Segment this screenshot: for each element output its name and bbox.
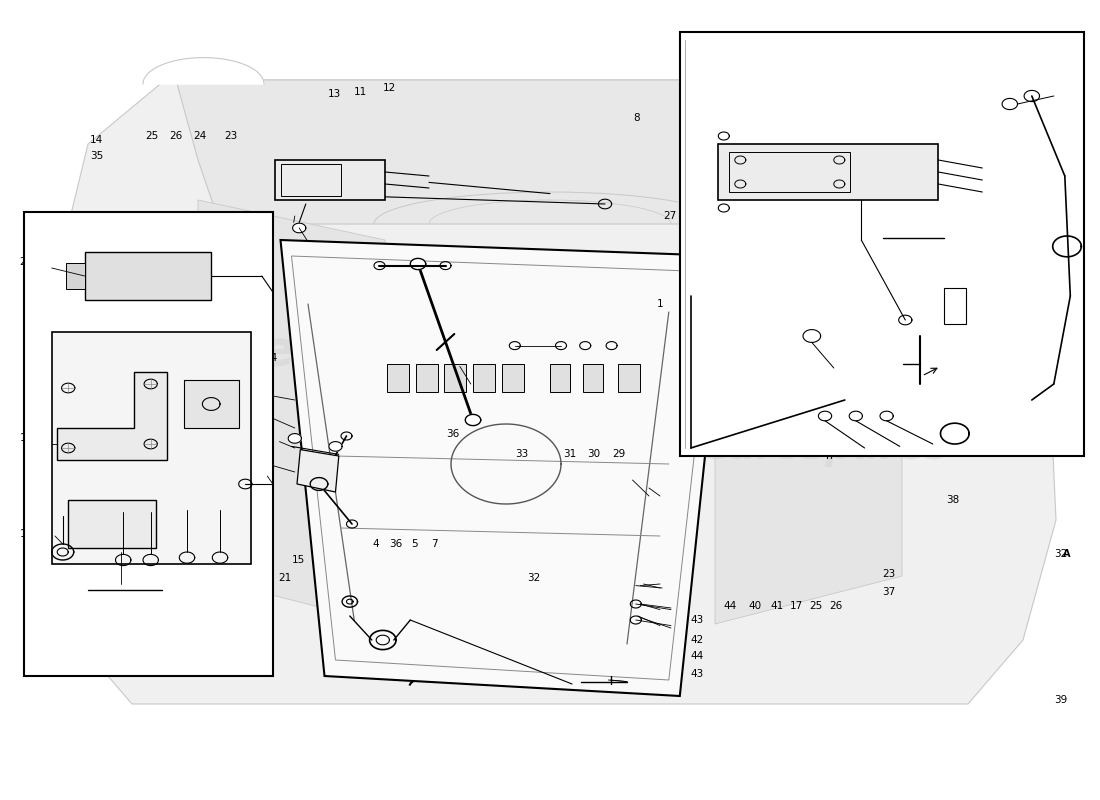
- Polygon shape: [275, 160, 385, 200]
- Text: 14: 14: [90, 135, 103, 145]
- Polygon shape: [297, 450, 339, 492]
- Text: 6: 6: [264, 399, 271, 409]
- Text: 9: 9: [679, 187, 685, 197]
- Text: 13: 13: [328, 90, 341, 99]
- Text: 26: 26: [829, 602, 843, 611]
- Text: 17: 17: [790, 602, 803, 611]
- Polygon shape: [718, 144, 938, 200]
- Text: 10: 10: [679, 167, 692, 177]
- Polygon shape: [184, 380, 239, 428]
- Text: 11: 11: [354, 87, 367, 97]
- Polygon shape: [198, 200, 385, 624]
- Polygon shape: [288, 434, 301, 443]
- Text: eurospares: eurospares: [702, 429, 948, 467]
- Text: 20: 20: [260, 379, 273, 389]
- Text: 22: 22: [20, 258, 33, 267]
- Text: 31: 31: [915, 354, 928, 363]
- Text: 18: 18: [260, 311, 273, 321]
- Polygon shape: [836, 58, 957, 84]
- Text: 12: 12: [383, 83, 396, 93]
- Text: 16: 16: [20, 530, 33, 539]
- Polygon shape: [85, 252, 211, 300]
- Text: 43: 43: [691, 670, 704, 679]
- Polygon shape: [387, 364, 409, 392]
- Polygon shape: [24, 212, 273, 676]
- Text: 5: 5: [411, 539, 418, 549]
- Text: 7: 7: [431, 539, 438, 549]
- Polygon shape: [57, 372, 167, 460]
- Text: 23: 23: [224, 131, 238, 141]
- Text: 17: 17: [20, 434, 33, 443]
- Polygon shape: [310, 478, 328, 490]
- Text: 39: 39: [1054, 695, 1067, 705]
- Text: 46: 46: [911, 411, 924, 421]
- Text: 30: 30: [939, 354, 953, 363]
- Text: 1: 1: [657, 299, 663, 309]
- Text: 47: 47: [823, 451, 836, 461]
- Polygon shape: [473, 364, 495, 392]
- Text: 44: 44: [724, 602, 737, 611]
- Text: 36: 36: [389, 539, 403, 549]
- Text: 37: 37: [882, 587, 895, 597]
- Text: 33: 33: [515, 450, 528, 459]
- Text: 24: 24: [194, 131, 207, 141]
- Polygon shape: [583, 364, 603, 392]
- Text: 27: 27: [663, 211, 676, 221]
- Text: 15: 15: [292, 555, 305, 565]
- Text: 44: 44: [691, 651, 704, 661]
- Polygon shape: [502, 364, 524, 392]
- Polygon shape: [68, 500, 156, 548]
- Text: 2: 2: [264, 330, 271, 339]
- Text: 41: 41: [770, 602, 783, 611]
- Text: 36: 36: [447, 429, 460, 438]
- Text: 19: 19: [260, 402, 273, 411]
- Polygon shape: [176, 80, 924, 224]
- Text: 28: 28: [180, 442, 194, 451]
- Polygon shape: [329, 442, 342, 451]
- Text: 26: 26: [169, 131, 183, 141]
- Text: 35: 35: [90, 151, 103, 161]
- Text: A: A: [1064, 549, 1070, 558]
- Text: 29: 29: [613, 450, 626, 459]
- Text: A: A: [952, 362, 958, 371]
- Text: 25: 25: [810, 602, 823, 611]
- Text: 23: 23: [882, 570, 895, 579]
- Text: 29: 29: [965, 354, 978, 363]
- Text: 30: 30: [587, 450, 601, 459]
- Text: 21: 21: [278, 573, 292, 582]
- Polygon shape: [293, 223, 306, 233]
- Text: 38: 38: [946, 495, 959, 505]
- Polygon shape: [465, 414, 481, 426]
- Text: 45: 45: [911, 394, 924, 403]
- Text: eurospares: eurospares: [260, 328, 576, 376]
- Polygon shape: [280, 240, 726, 696]
- Text: 25: 25: [145, 131, 158, 141]
- Text: 3: 3: [264, 377, 271, 386]
- Polygon shape: [143, 58, 264, 84]
- Text: 4: 4: [373, 539, 380, 549]
- Polygon shape: [550, 364, 570, 392]
- Text: 40: 40: [748, 602, 761, 611]
- Polygon shape: [416, 364, 438, 392]
- Polygon shape: [66, 263, 85, 289]
- Text: 34: 34: [264, 354, 277, 363]
- Polygon shape: [410, 258, 426, 270]
- Text: 8: 8: [634, 114, 640, 123]
- Text: 42: 42: [691, 635, 704, 645]
- Polygon shape: [715, 200, 902, 624]
- Text: Vale per USA e CDN
Valid for USA and CDN: Vale per USA e CDN Valid for USA and CDN: [886, 236, 1034, 264]
- Text: 32: 32: [527, 574, 540, 583]
- Polygon shape: [680, 32, 1084, 456]
- Polygon shape: [44, 80, 1056, 704]
- Text: 31: 31: [563, 450, 576, 459]
- Text: Vale per USA e CDN
Valid for USA and CDN: Vale per USA e CDN Valid for USA and CDN: [886, 236, 1034, 264]
- Text: 43: 43: [691, 615, 704, 625]
- Polygon shape: [618, 364, 640, 392]
- Polygon shape: [52, 332, 251, 564]
- Text: 32: 32: [1054, 550, 1067, 559]
- Polygon shape: [444, 364, 466, 392]
